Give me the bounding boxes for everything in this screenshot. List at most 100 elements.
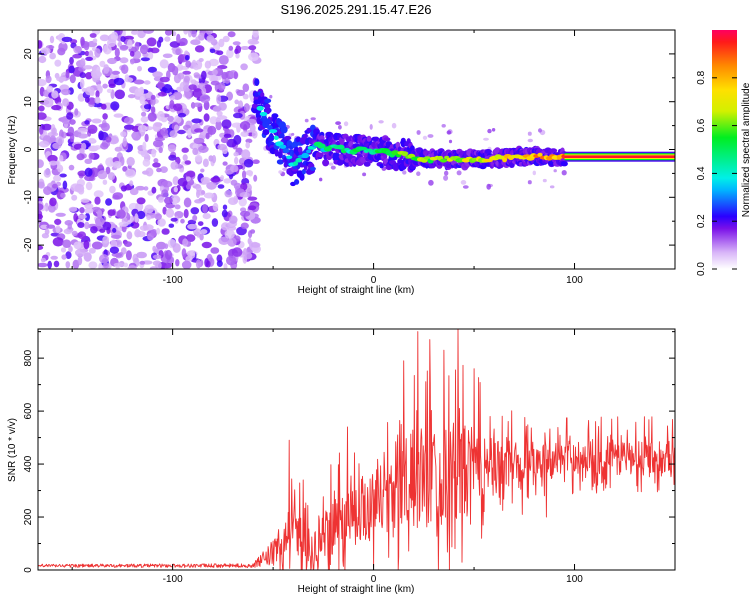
noise-blob [118,221,129,227]
noise-blob [187,223,198,230]
snr-ylabel: SNR (10 * v/v) [7,418,18,482]
noise-blob [45,75,52,84]
noise-blob [221,222,230,231]
noise-blob [168,223,175,228]
noise-blob [91,241,103,250]
noise-blob [197,221,204,227]
noise-blob [55,225,61,234]
figure-title: S196.2025.291.15.47.E26 [280,2,431,17]
noise-blob [234,99,239,105]
noise-blob [162,206,167,215]
noise-blob [146,37,157,47]
noise-blob [126,231,133,240]
noise-blob [187,128,192,139]
noise-blob [189,251,196,256]
noise-blob [231,247,243,257]
noise-blob [143,80,151,85]
colorbar-gradient [712,30,737,269]
noise-blob [114,146,123,152]
noise-blob [38,40,43,49]
noise-blob [40,47,51,55]
spec-xtick-label: 0 [371,275,377,286]
noise-blob [164,36,171,42]
noise-blob [110,101,120,111]
noise-blob [78,214,87,220]
noise-blob [240,63,248,71]
noise-blob [48,160,58,166]
noise-blob [226,48,234,59]
noise-blob [48,204,56,213]
noise-blob [217,143,227,151]
core-blob [537,152,543,157]
noise-blob [159,59,169,69]
noise-blob [223,178,231,184]
spec-xtick-label: -100 [163,275,183,286]
noise-blob [73,241,82,250]
noise-blob [125,250,132,261]
spectrogram-xlabel: Height of straight line (km) [298,285,415,296]
noise-blob [139,95,145,105]
sparse-blob [491,128,496,132]
sparse-blob [448,139,453,144]
noise-blob [65,261,71,269]
noise-blob [195,259,202,269]
colorbar-label: Normalized spectral amplitude [741,82,750,217]
colorbar-tick-label: 0.0 [696,262,707,276]
noise-blob [83,252,92,262]
noise-blob [95,90,100,98]
noise-blob [248,171,253,177]
noise-blob [248,45,257,51]
snr-xtick-label: 100 [566,574,583,585]
noise-blob [136,251,148,259]
noise-blob [142,141,147,152]
noise-blob [235,53,240,59]
noise-blob [61,88,71,96]
noise-blob [221,71,229,80]
noise-blob [243,103,250,112]
noise-blob [41,123,52,131]
noise-blob [240,46,250,50]
noise-blob [210,176,221,183]
noise-blob [125,169,134,177]
noise-blob [190,39,201,46]
noise-blob [185,170,196,178]
noise-blob [131,30,139,35]
sparse-blob [427,134,434,138]
sparse-blob [362,172,367,177]
noise-blob [94,216,105,227]
noise-blob [54,218,62,225]
noise-blob [69,74,76,84]
noise-blob [185,91,192,100]
halo-blob [484,149,492,154]
noise-blob [38,203,44,211]
band-core [564,155,675,158]
noise-blob [211,218,219,227]
noise-blob [62,239,72,248]
noise-blob [50,255,58,260]
noise-blob [140,57,150,62]
noise-blob [210,80,220,86]
noise-blob [201,241,212,249]
noise-blob [52,183,58,189]
noise-blob [74,108,79,116]
noise-blob [136,210,146,220]
noise-blob [190,207,200,215]
noise-blob [161,180,173,188]
core-blob [286,155,293,160]
noise-blob [84,50,90,57]
sparse-blob [278,170,283,174]
sparse-blob [369,124,373,130]
sparse-blob [532,170,536,176]
noise-blob [198,145,209,153]
halo-blob [379,163,384,169]
noise-blob [88,152,95,160]
core-blob [401,151,408,157]
noise-blob [224,190,233,198]
noise-blob [77,127,89,133]
noise-blob [113,262,124,267]
halo-blob [301,168,306,175]
halo-blob [276,159,284,165]
noise-blob [110,234,122,239]
halo-blob [560,161,568,167]
noise-blob [150,47,160,54]
